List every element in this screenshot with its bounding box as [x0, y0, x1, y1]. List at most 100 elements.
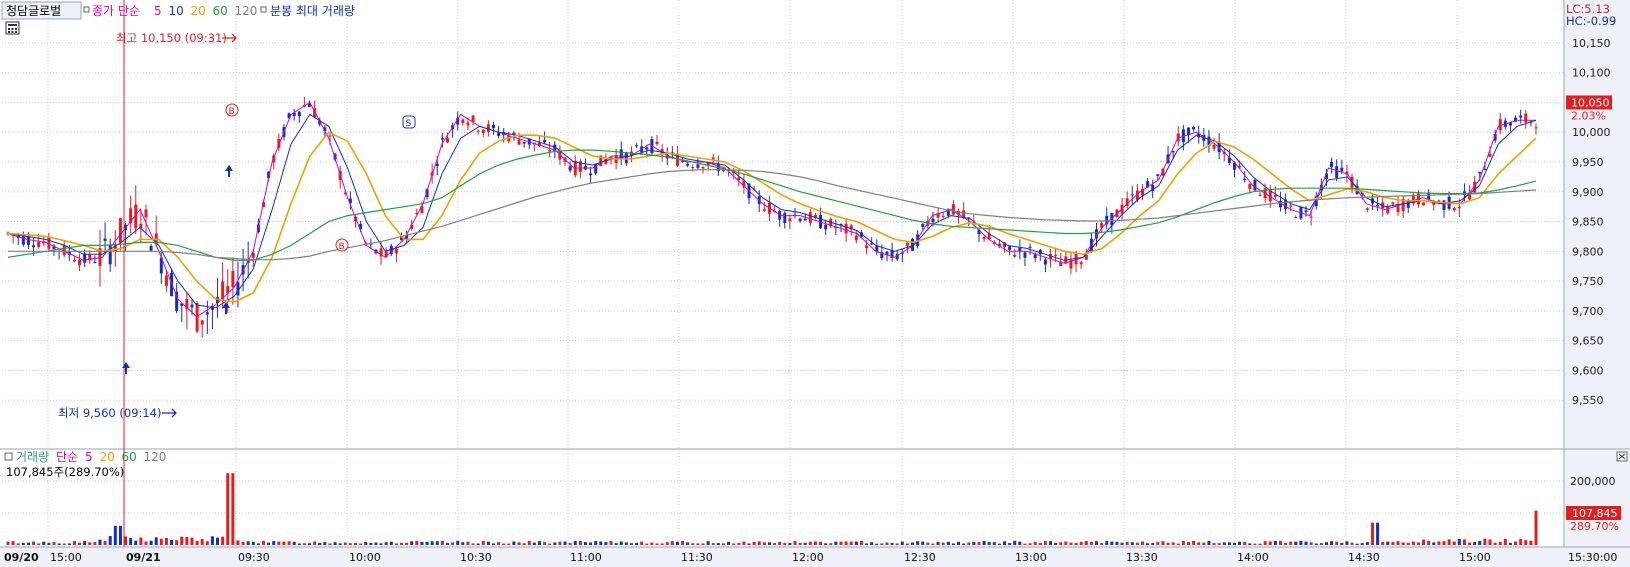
y-tick-label: 10,150: [1572, 37, 1611, 50]
candle-body: [486, 124, 490, 132]
volume-bar: [32, 541, 36, 545]
candle-body: [221, 281, 225, 300]
volume-value-tag: [1566, 506, 1621, 520]
volume-bar: [1161, 541, 1165, 545]
x-tick-label: 14:00: [1237, 551, 1269, 564]
volume-bar: [1110, 541, 1114, 545]
candle-body: [1038, 249, 1042, 255]
legend-marker: [260, 6, 267, 13]
volume-bar: [200, 539, 204, 545]
volume-bar: [1181, 540, 1185, 545]
volume-bar: [517, 542, 521, 545]
x-tick-label: 10:00: [349, 551, 381, 564]
volume-bar: [1324, 542, 1328, 545]
candle-body: [1345, 171, 1349, 175]
volume-bar: [1294, 541, 1298, 545]
volume-bar: [1018, 541, 1022, 545]
y-tick-label: 9,750: [1572, 275, 1604, 288]
volume-bar: [1335, 541, 1339, 545]
buy-signal-marker[interactable]: B: [225, 103, 239, 117]
candle-body: [1498, 119, 1502, 131]
volume-bar: [1166, 542, 1170, 545]
candle-body: [384, 251, 388, 258]
candle-body: [1406, 200, 1410, 208]
candle-body: [425, 189, 429, 197]
volume-bar: [287, 541, 291, 545]
volume-bar: [1186, 541, 1190, 545]
candle-body: [951, 204, 955, 215]
volume-bar: [374, 542, 378, 545]
candle-body: [113, 244, 117, 252]
candle-body: [1186, 127, 1190, 136]
volume-bar: [1478, 541, 1482, 545]
candle-body: [1105, 215, 1109, 225]
volume-bar: [583, 542, 587, 545]
candle-body: [236, 282, 240, 296]
candle-body: [47, 236, 51, 249]
candle-body: [594, 163, 598, 174]
volume-bar: [527, 540, 531, 545]
x-axis-ticks: 09/20 15:00 09/21 09:30 10:00 10:30 11:00 11:30…: [4, 551, 1617, 564]
candle-body: [788, 218, 792, 222]
candle-body: [701, 167, 705, 169]
volume-bar: [844, 541, 848, 545]
volume-bar: [1284, 542, 1288, 545]
candle-body: [1273, 195, 1277, 197]
volume-bar: [798, 543, 802, 545]
volume-bar: [885, 542, 889, 545]
volume-bar: [558, 541, 562, 545]
volume-bar: [921, 541, 925, 545]
volume-bar: [348, 543, 352, 545]
candle-body: [297, 111, 301, 117]
volume-bar: [532, 542, 536, 545]
legend-item: 120: [235, 4, 258, 18]
volume-bar: [711, 543, 715, 545]
candle-body: [226, 286, 230, 294]
volume-bar: [277, 541, 281, 545]
volume-bar: [1493, 542, 1497, 545]
candle-body: [205, 312, 209, 315]
candle-body: [1335, 166, 1339, 178]
volume-bar: [333, 542, 337, 545]
volume-bar: [185, 537, 189, 545]
volume-bar: [803, 542, 807, 545]
candle-body: [619, 149, 623, 159]
volume-panel-toggle[interactable]: [4, 452, 13, 461]
stock-name-box[interactable]: [1, 1, 82, 20]
candle-body: [844, 223, 848, 234]
candle-body: [108, 245, 112, 265]
volume-bar: [1171, 542, 1175, 545]
volume-bar: [1350, 542, 1354, 545]
candle-body: [762, 209, 766, 211]
candle-body: [185, 299, 189, 310]
volume-bar: [972, 541, 976, 545]
volume-bar: [1227, 542, 1231, 545]
volume-bar: [655, 543, 659, 545]
calculator-icon[interactable]: [5, 21, 20, 35]
candle-body: [890, 250, 894, 258]
x-tick-label: 14:30: [1348, 551, 1380, 564]
volume-bar: [1447, 539, 1451, 545]
volume-bar: [757, 541, 761, 545]
candle-body: [1156, 174, 1160, 176]
volume-bar: [619, 541, 623, 545]
volume-bar: [941, 542, 945, 545]
candle-body: [1110, 213, 1114, 226]
volume-bar: [1386, 541, 1390, 545]
volume-bar: [389, 541, 393, 545]
volume-bar: [129, 538, 133, 545]
volume-bar: [1514, 541, 1518, 545]
candle-body: [348, 198, 352, 204]
volume-bar: [52, 541, 56, 545]
sell-signal-marker[interactable]: S: [402, 115, 416, 129]
x-tick-label: 15:30:00: [1568, 551, 1617, 564]
volume-bar: [1212, 543, 1216, 545]
candle-body: [624, 152, 628, 164]
volume-bar: [476, 543, 480, 545]
volume-bar: [164, 537, 168, 545]
buy-signal-marker[interactable]: B: [335, 238, 349, 252]
volume-bar: [670, 541, 674, 545]
candle-body: [21, 235, 25, 245]
volume-bar: [875, 543, 879, 545]
candle-body: [1176, 133, 1180, 142]
